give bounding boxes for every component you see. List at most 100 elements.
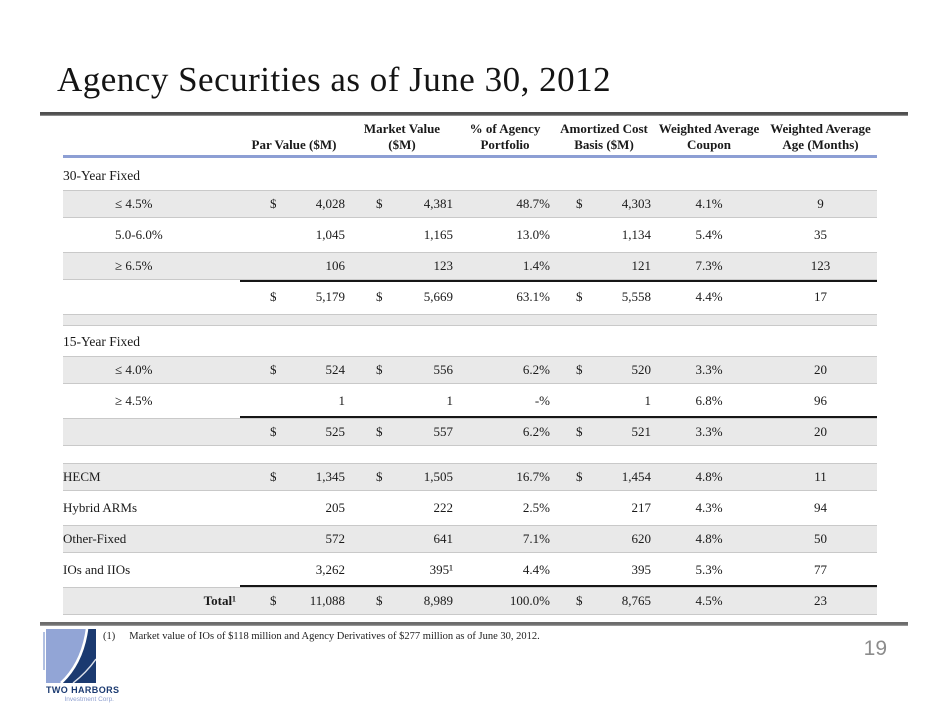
cell-weighted-avg-coupon: 3.3% — [695, 424, 723, 439]
cell-weighted-avg-coupon: 4.1% — [695, 196, 723, 211]
cell-par-value: 1,045 — [315, 227, 345, 242]
section-label: 15-Year Fixed — [63, 334, 140, 349]
table-row: $5,179 $5,669 63.1% $5,558 4.4% 17 — [63, 280, 877, 311]
cell-pct-of-portfolio: 4.4% — [522, 562, 550, 577]
cell-amortized-value: 121 — [631, 258, 652, 273]
cell-market-value: 1 — [446, 393, 454, 408]
cell-weighted-avg-age: 77 — [814, 562, 827, 577]
column-header: Weighted Average Age (Months) — [770, 121, 871, 152]
spacer-row — [63, 314, 877, 326]
logo-vertical-text — [43, 632, 45, 670]
cell-par-dollar: $ — [270, 593, 276, 608]
cell-par-value: 5,179 — [315, 289, 345, 304]
cell-par-value: 4,028 — [315, 196, 345, 211]
row-label: IOs and IIOs — [63, 562, 131, 577]
section-label: 30-Year Fixed — [63, 168, 140, 183]
cell-market-value: 556 — [433, 362, 454, 377]
cell-par-value: 1 — [338, 393, 346, 408]
cell-market-value: 222 — [433, 500, 454, 515]
cell-pct-of-portfolio: -% — [534, 393, 550, 408]
bottom-rule — [40, 622, 908, 626]
spacer-row — [63, 449, 877, 463]
cell-weighted-avg-age: 35 — [814, 227, 827, 242]
column-header: Par Value ($M) — [251, 136, 337, 152]
cell-amortized-dollar: $ — [576, 469, 583, 484]
cell-amortized-value: 395 — [631, 562, 652, 577]
cell-pct-of-portfolio: 48.7% — [516, 196, 550, 211]
cell-amortized-value: 217 — [631, 500, 652, 515]
cell-market-value: 641 — [433, 531, 454, 546]
table-row: Total¹ $11,088 $8,989 100.0% $8,765 4.5% 23 — [63, 585, 877, 615]
cell-amortized-dollar: $ — [576, 289, 583, 304]
table-header-row: Par Value ($M) Market Value ($M) % of Agenc… — [63, 118, 877, 155]
table-row: Hybrid ARMs 205 222 2.5% 217 4.3% 94 — [63, 494, 877, 522]
column-header: Weighted Average Coupon — [658, 121, 760, 152]
cell-market-value: 4,381 — [423, 196, 453, 211]
table-row: ≤ 4.5% $4,028 $4,381 48.7% $4,303 4.1% 9 — [63, 190, 877, 218]
column-header: Market Value ($M) — [363, 121, 441, 152]
cell-par-dollar: $ — [270, 196, 276, 211]
cell-market-dollar: $ — [376, 593, 383, 608]
cell-amortized-value: 1,134 — [621, 227, 651, 242]
cell-weighted-avg-coupon: 4.4% — [695, 289, 723, 304]
table-row: HECM $1,345 $1,505 16.7% $1,454 4.8% 11 — [63, 463, 877, 491]
table-row: ≥ 6.5% 106 123 1.4% 121 7.3% 123 — [63, 252, 877, 280]
cell-market-value: 1,505 — [423, 469, 453, 484]
cell-market-value: 395¹ — [429, 562, 453, 577]
cell-pct-of-portfolio: 16.7% — [516, 469, 550, 484]
title-rule — [40, 112, 908, 116]
cell-market-value: 8,989 — [423, 593, 453, 608]
row-label: ≥ 6.5% — [115, 258, 153, 273]
cell-amortized-dollar: $ — [576, 362, 583, 377]
cell-market-value: 1,165 — [423, 227, 453, 242]
row-label: ≤ 4.5% — [115, 196, 153, 211]
page-number: 19 — [863, 637, 887, 660]
cell-amortized-value: 521 — [631, 424, 652, 439]
cell-weighted-avg-coupon: 7.3% — [695, 258, 723, 273]
cell-market-dollar: $ — [376, 424, 383, 439]
cell-par-dollar: $ — [270, 424, 276, 439]
column-header: Amortized Cost Basis ($M) — [560, 121, 648, 152]
table-row: 5.0-6.0% 1,045 1,165 13.0% 1,134 5.4% 35 — [63, 221, 877, 249]
cell-amortized-value: 5,558 — [621, 289, 651, 304]
logo-subtitle: Investment Corp. — [64, 696, 115, 703]
row-label: Other-Fixed — [63, 531, 127, 546]
cell-market-dollar: $ — [376, 196, 383, 211]
cell-par-dollar: $ — [270, 362, 276, 377]
agency-securities-table: Par Value ($M) Market Value ($M) % of Agenc… — [63, 118, 877, 618]
cell-amortized-dollar: $ — [576, 593, 583, 608]
cell-amortized-value: 4,303 — [621, 196, 651, 211]
cell-par-dollar: $ — [270, 289, 276, 304]
cell-amortized-value: 1,454 — [621, 469, 651, 484]
cell-weighted-avg-age: 20 — [814, 424, 827, 439]
cell-market-value: 5,669 — [423, 289, 453, 304]
cell-par-value: 524 — [325, 362, 346, 377]
cell-weighted-avg-age: 94 — [814, 500, 827, 515]
header-blue-rule — [63, 155, 877, 158]
cell-weighted-avg-coupon: 3.3% — [695, 362, 723, 377]
cell-pct-of-portfolio: 7.1% — [522, 531, 550, 546]
cell-pct-of-portfolio: 2.5% — [522, 500, 550, 515]
cell-market-dollar: $ — [376, 289, 383, 304]
row-label: Total¹ — [203, 593, 236, 608]
cell-pct-of-portfolio: 1.4% — [522, 258, 550, 273]
cell-weighted-avg-age: 17 — [814, 289, 827, 304]
cell-pct-of-portfolio: 13.0% — [516, 227, 550, 242]
cell-weighted-avg-age: 123 — [810, 258, 831, 273]
row-label: ≥ 4.5% — [115, 393, 153, 408]
slide-title: Agency Securities as of June 30, 2012 — [57, 60, 612, 99]
logo-name: TWO HARBORS — [46, 685, 120, 695]
cell-weighted-avg-coupon: 5.4% — [695, 227, 723, 242]
cell-pct-of-portfolio: 6.2% — [522, 424, 550, 439]
cell-pct-of-portfolio: 6.2% — [522, 362, 550, 377]
table-row: Other-Fixed 572 641 7.1% 620 4.8% 50 — [63, 525, 877, 553]
two-harbors-logo: TWO HARBORS Investment Corp. — [43, 629, 136, 703]
row-label: Hybrid ARMs — [63, 500, 138, 515]
cell-weighted-avg-coupon: 4.3% — [695, 500, 723, 515]
footnote: (1) Market value of IOs of $118 million … — [103, 631, 540, 642]
cell-market-dollar: $ — [376, 469, 383, 484]
cell-amortized-value: 8,765 — [621, 593, 651, 608]
cell-weighted-avg-coupon: 4.8% — [695, 531, 723, 546]
cell-weighted-avg-coupon: 5.3% — [695, 562, 723, 577]
